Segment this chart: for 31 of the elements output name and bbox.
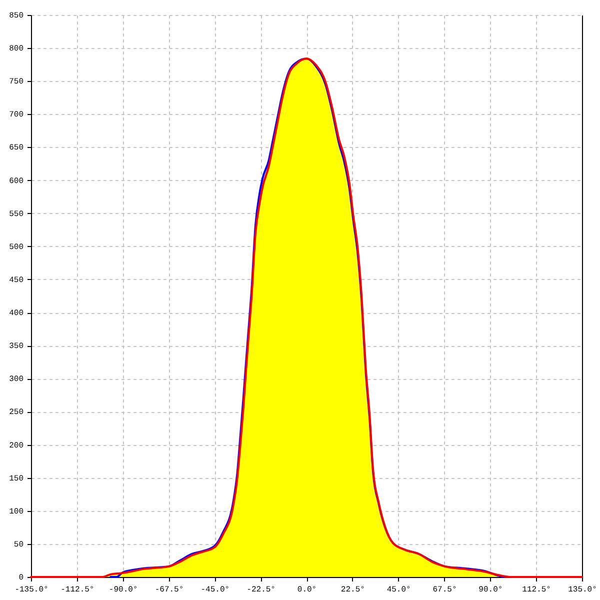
y-tick-label: 800 xyxy=(9,44,24,54)
y-tick-label: 50 xyxy=(14,540,24,550)
x-tick-label: -67.5° xyxy=(154,586,184,594)
y-tick-label: 150 xyxy=(9,474,24,484)
y-tick-label: 200 xyxy=(9,441,24,450)
y-tick-label: 700 xyxy=(9,110,24,120)
y-tick-label: 250 xyxy=(9,408,24,418)
x-tick-label: -22.5° xyxy=(246,586,276,594)
x-tick-label: 22.5° xyxy=(340,586,365,594)
y-tick-label: 100 xyxy=(9,507,24,516)
y-tick-label: 550 xyxy=(9,210,24,219)
x-tick-label: 0.0° xyxy=(297,586,317,594)
y-tick-label: 650 xyxy=(9,144,24,153)
y-tick-label: 500 xyxy=(9,242,24,252)
x-tick-label: -90.0° xyxy=(108,586,138,594)
x-tick-label: 67.5° xyxy=(432,586,457,594)
x-tick-label: 90.0° xyxy=(478,586,503,594)
y-tick-label: 350 xyxy=(9,342,24,352)
y-tick-label: 600 xyxy=(9,176,24,186)
y-tick-label: 300 xyxy=(9,375,24,384)
y-tick-label: 0 xyxy=(18,574,24,582)
y-tick-label: 450 xyxy=(9,276,24,285)
x-tick-label: -135.0° xyxy=(14,586,48,594)
y-tick-label: 850 xyxy=(9,12,24,20)
x-tick-label: 135.0° xyxy=(568,586,597,594)
x-tick-label: -45.0° xyxy=(200,586,230,594)
x-tick-label: 112.5° xyxy=(522,586,551,594)
x-tick-label: 45.0° xyxy=(386,586,411,594)
y-tick-label: 750 xyxy=(9,78,24,87)
x-tick-label: -112.5° xyxy=(60,586,94,594)
y-tick-label: 400 xyxy=(9,309,24,318)
